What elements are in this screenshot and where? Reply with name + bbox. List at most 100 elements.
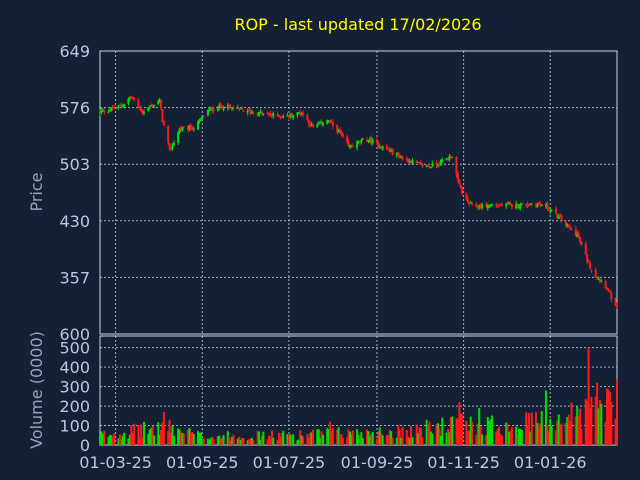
volume-bar — [576, 406, 579, 445]
candle-body — [336, 124, 339, 133]
volume-bar — [128, 434, 131, 445]
date-tick-label: 01-03-25 — [79, 453, 152, 472]
volume-bar — [476, 423, 479, 445]
volume-bar — [569, 421, 572, 445]
volume-bar — [596, 382, 599, 445]
price-tick-label: 576 — [59, 99, 90, 118]
candle-body — [107, 111, 110, 113]
candle-body — [219, 104, 222, 107]
candle-body — [103, 110, 106, 113]
candle-body — [329, 119, 332, 123]
candle-body — [299, 113, 302, 115]
volume-bar — [306, 433, 309, 445]
date-axis: 01-03-25 01-05-25 01-07-25 01-09-25 01-11-25… — [79, 453, 586, 472]
candle-body — [448, 156, 451, 161]
candle-body — [391, 148, 394, 155]
volume-bar — [199, 432, 202, 445]
candle-body — [508, 203, 511, 205]
candle-body — [252, 112, 255, 114]
volume-bar — [527, 413, 530, 445]
volume-bar — [471, 422, 474, 445]
candle-body — [268, 113, 271, 115]
volume-bar — [395, 437, 398, 445]
volume-bar — [148, 429, 151, 445]
candle-body — [99, 111, 101, 113]
candle-body — [385, 145, 388, 150]
candle-body — [167, 125, 170, 143]
candle-body — [478, 205, 481, 208]
candle-body — [181, 127, 184, 131]
volume-bar — [110, 435, 113, 445]
price-axis-label: Price — [27, 172, 46, 211]
candle-body — [529, 204, 532, 206]
candle-body — [269, 113, 272, 116]
candle-body — [277, 114, 280, 118]
volume-bar — [152, 435, 155, 445]
volume-bar — [268, 435, 271, 445]
candle-body — [564, 221, 567, 226]
candle-body — [580, 241, 583, 245]
candle-body — [410, 161, 413, 164]
candle-body — [566, 223, 569, 227]
candle-body — [246, 109, 249, 113]
volume-bar — [455, 418, 458, 445]
candle-body — [604, 281, 607, 288]
candle-body — [397, 152, 400, 156]
volume-bar — [570, 402, 573, 445]
candle-body — [390, 149, 393, 152]
volume-bar — [405, 430, 408, 445]
volume-bar — [418, 427, 421, 445]
candle-body — [147, 107, 150, 112]
volume-bar — [428, 421, 431, 445]
volume-bar — [198, 432, 201, 445]
candle-body — [128, 97, 131, 100]
candle-body — [527, 204, 530, 206]
chart-title: ROP - last updated 17/02/2026 — [234, 15, 481, 34]
volume-bar — [197, 430, 200, 445]
volume-bar — [340, 434, 343, 445]
candle-body — [587, 261, 590, 263]
volume-bar — [519, 428, 522, 445]
candle-body — [366, 139, 369, 142]
volume-bar — [249, 438, 252, 445]
volume-bar — [262, 431, 265, 445]
volume-bar — [439, 435, 442, 445]
candle-body — [297, 112, 300, 114]
candle-body — [317, 123, 320, 125]
volume-bar — [100, 431, 103, 445]
volume-bar — [516, 434, 519, 445]
candle-body — [239, 108, 242, 110]
candle-body — [279, 116, 282, 118]
candle-body — [461, 187, 464, 194]
volume-bar — [517, 428, 520, 445]
volume-bar — [300, 435, 303, 445]
candle-body — [570, 228, 573, 230]
volume-bar — [508, 432, 511, 445]
volume-bar — [258, 431, 261, 445]
volume-bar — [425, 419, 428, 445]
candle-body — [101, 110, 104, 112]
volume-axis-label: Volume (0000) — [27, 331, 46, 449]
candle-body — [458, 179, 461, 184]
volume-bar — [488, 420, 491, 445]
candle-body — [367, 140, 370, 142]
candle-body — [576, 234, 579, 237]
volume-bar — [410, 426, 413, 445]
volume-bar — [495, 431, 498, 445]
candle-body — [270, 114, 273, 116]
candle-body — [488, 205, 491, 207]
candle-body — [465, 193, 468, 200]
volume-bar — [346, 437, 349, 445]
volume-bar — [239, 440, 242, 445]
candle-body — [427, 165, 430, 167]
volume-bar — [584, 399, 587, 445]
candle-body — [287, 114, 290, 118]
candle-body — [201, 116, 204, 119]
candle-body — [549, 209, 552, 212]
volume-bar — [381, 435, 384, 445]
candle-body — [540, 205, 543, 207]
candle-body — [172, 142, 175, 146]
candle-body — [310, 124, 313, 127]
